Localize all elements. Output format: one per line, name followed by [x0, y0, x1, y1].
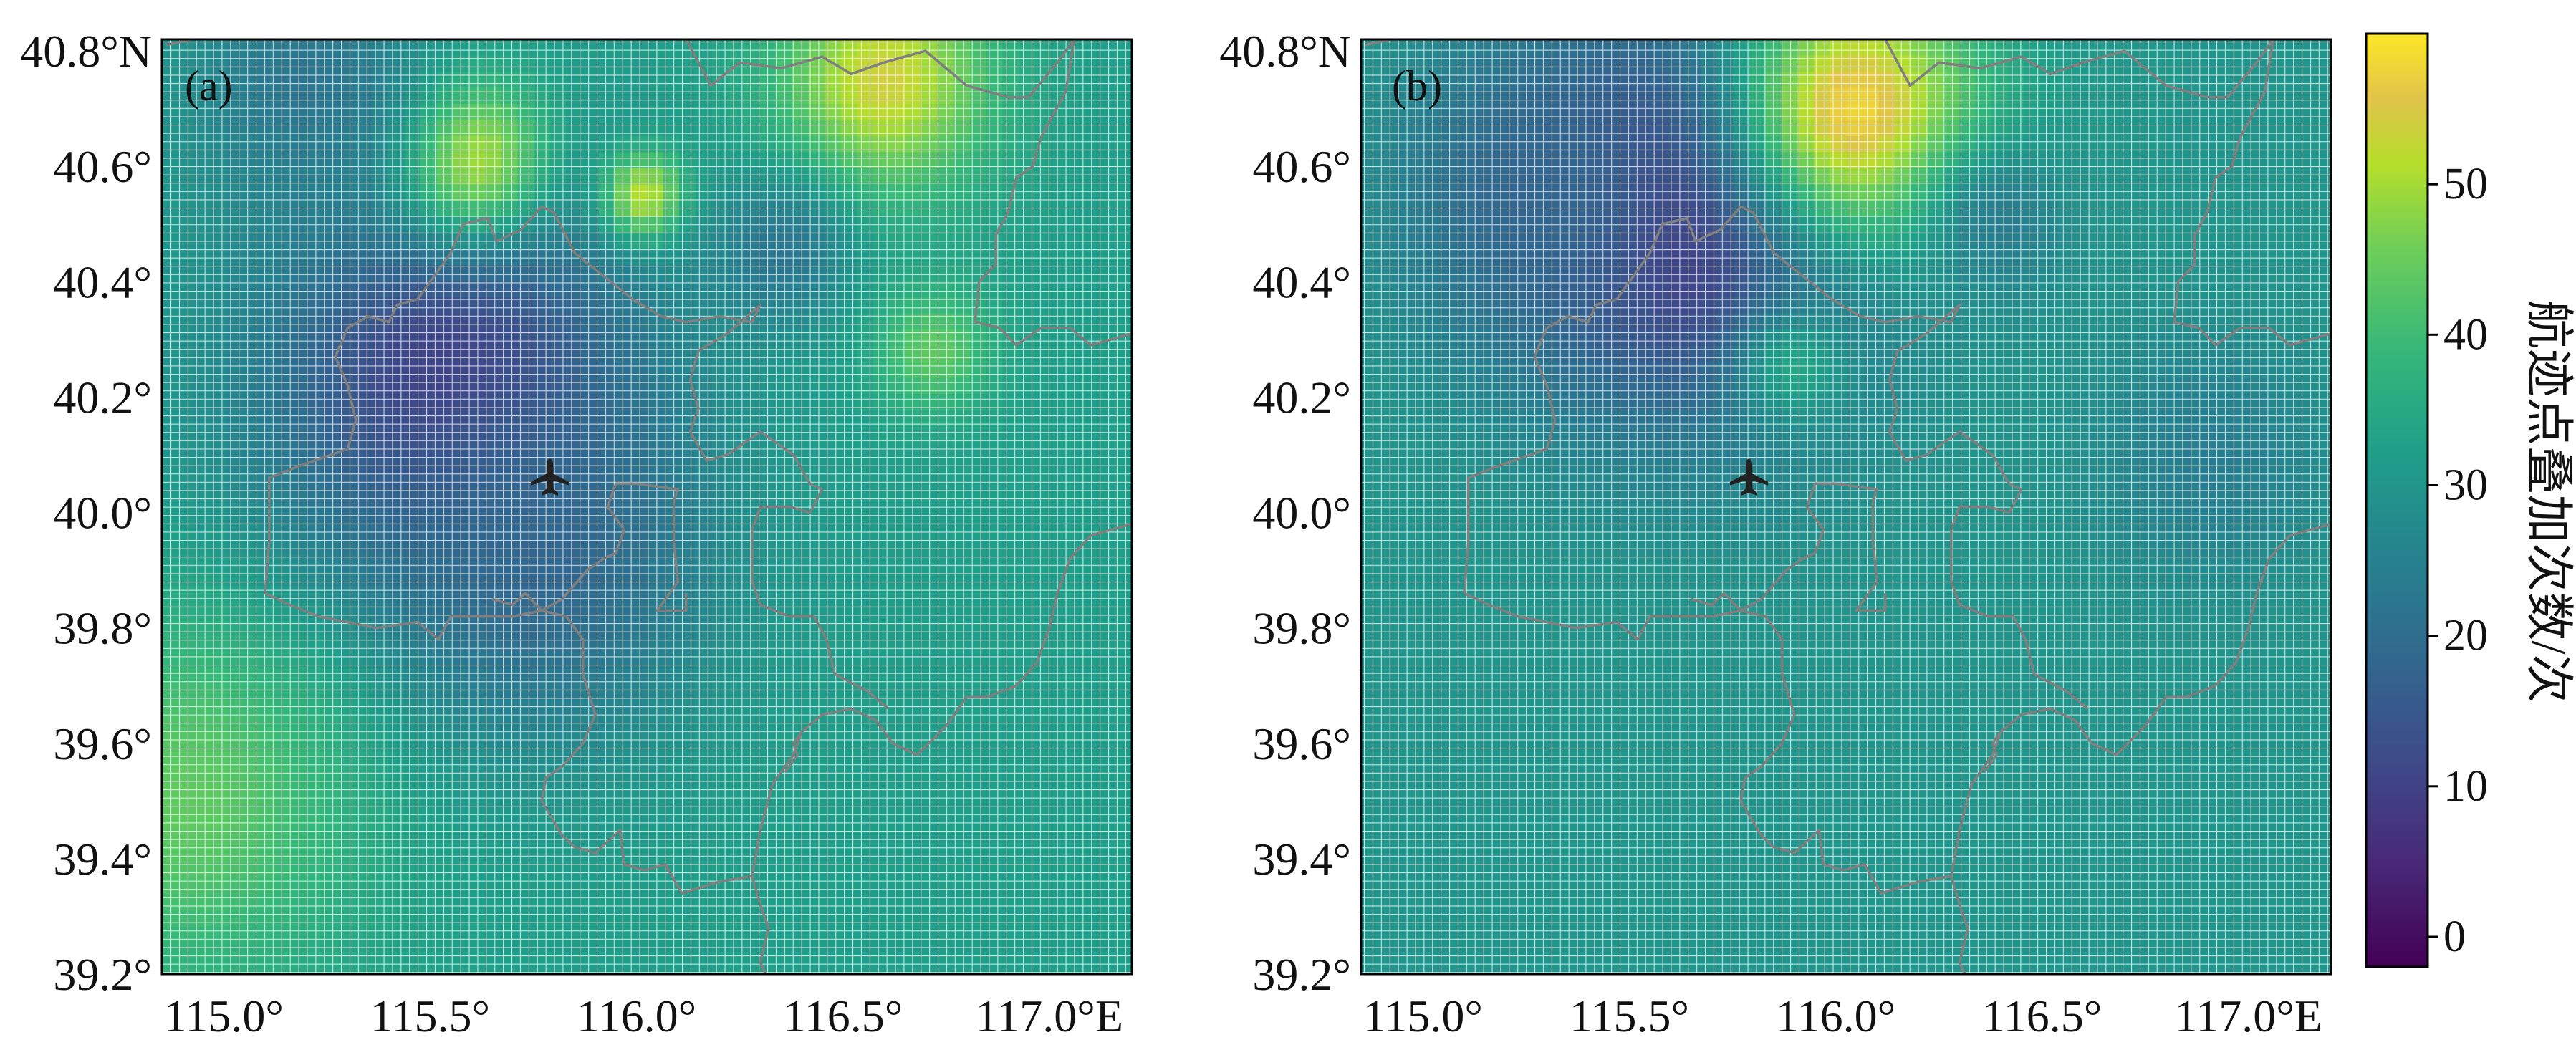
airplane-icon	[531, 458, 569, 496]
y-tick-label: 39.4°	[53, 834, 152, 885]
axes-frame-a	[160, 38, 1133, 976]
boundary-lines-a	[165, 39, 1132, 974]
grid-overlay-a	[162, 39, 1132, 974]
y-tick-label: 40.0°	[53, 488, 152, 539]
tick-labels-a: 115.0° 115.5° 116.0° 116.5° 117.0°E 40.8°N 40.…	[20, 26, 1123, 1041]
x-tick-label: 116.0°	[577, 991, 696, 1041]
map-panel-b: (b) 115.0° 115.5° 116.0° 116.5° 117.0°E40.8°…	[1219, 26, 2332, 1041]
y-tick-label: 39.2°	[53, 949, 152, 1000]
boundary-line	[751, 488, 890, 710]
panel-label-a: (a)	[185, 62, 233, 110]
boundary-line	[347, 205, 823, 491]
y-tick-label: 40.4°	[53, 256, 152, 307]
x-tick-label: 117.0°E	[976, 991, 1123, 1041]
airplane-icon-shape	[531, 458, 569, 496]
boundary-line	[751, 523, 1132, 877]
boundary-line	[974, 39, 1132, 347]
y-tick-label: 40.6°	[53, 141, 152, 192]
boundary-line	[883, 39, 1075, 99]
boundary-line	[685, 39, 885, 87]
x-tick-label: 115.5°	[370, 991, 490, 1041]
x-tick-label: 116.5°	[783, 991, 903, 1041]
boundary-line	[540, 609, 753, 895]
boundary-line	[491, 592, 543, 612]
boundary-line	[784, 731, 803, 774]
map-panel-a: (a) 115.0° 115.5° 116.0° 116.5° 117.0°E 40.8°…	[20, 26, 1133, 1041]
y-tick-label: 39.6°	[53, 718, 152, 769]
y-tick-label: 40.2°	[53, 372, 152, 423]
x-tick-label: 115.0°	[164, 991, 284, 1041]
boundary-line	[751, 875, 770, 974]
boundary-line	[541, 482, 688, 612]
y-tick-label: 40.8°N	[20, 26, 152, 77]
boundary-line	[264, 327, 542, 641]
y-tick-label: 39.8°	[53, 603, 152, 654]
